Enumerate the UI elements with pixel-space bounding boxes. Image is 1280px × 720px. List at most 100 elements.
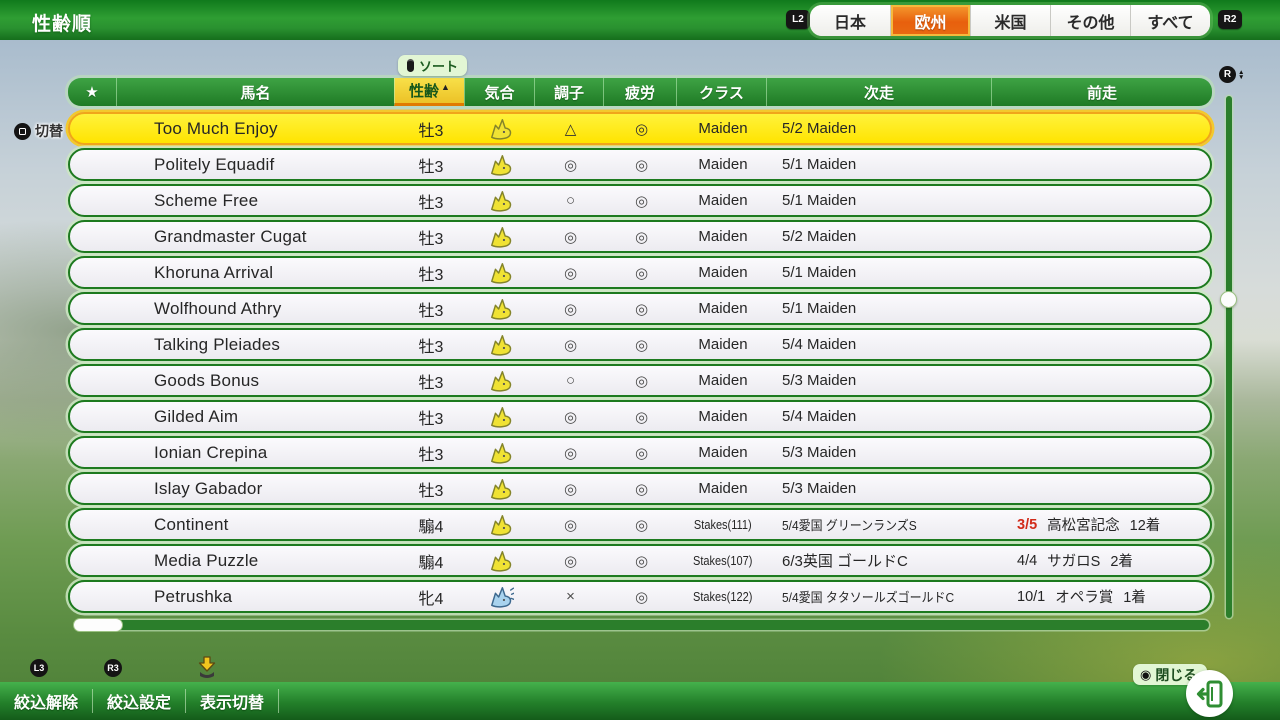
condition-mark: ◎ xyxy=(563,336,578,354)
tab-usa[interactable]: 米国 xyxy=(970,5,1050,36)
sex-age: 牡3 xyxy=(418,230,444,248)
fatigue-mark: ◎ xyxy=(634,156,649,174)
table-row[interactable]: Continent 騸4 ◎ ◎ Stakes(111) 5/4愛国 グリーンラ… xyxy=(68,508,1212,541)
header-horse-name[interactable]: 馬名 xyxy=(116,78,394,106)
header-favorite[interactable]: ★ xyxy=(85,84,99,101)
table-row[interactable]: Petrushka 牝4 × ◎ Stakes(122) 5/4愛国 タタソール… xyxy=(68,580,1212,613)
horse-name: Scheme Free xyxy=(154,190,259,210)
favorite-cell[interactable] xyxy=(70,330,118,359)
tab-japan[interactable]: 日本 xyxy=(810,5,890,36)
header-class[interactable]: クラス xyxy=(676,78,766,106)
b-button-icon: ◉ xyxy=(1140,666,1152,682)
table-row[interactable]: Politely Equadif 牡3 ◎ ◎ Maiden 5/1 Maide… xyxy=(68,148,1212,181)
condition-mark: ◎ xyxy=(563,444,578,462)
fatigue-mark: ◎ xyxy=(634,588,649,606)
vertical-scrollbar-handle[interactable] xyxy=(1220,291,1237,308)
spirit-cell xyxy=(466,510,536,539)
prev-race-cell xyxy=(993,366,1210,395)
vertical-scrollbar[interactable] xyxy=(1220,96,1237,618)
spirit-cell xyxy=(466,258,536,287)
class-cell: Stakes(107) xyxy=(693,553,753,568)
favorite-cell[interactable] xyxy=(70,222,118,251)
next-race-cell: 5/2 Maiden xyxy=(782,228,857,245)
display-toggle-button[interactable]: 表示切替 xyxy=(186,689,280,713)
table-row[interactable]: Media Puzzle 騸4 ◎ ◎ Stakes(107) 6/3英国 ゴー… xyxy=(68,544,1212,577)
favorite-cell[interactable] xyxy=(70,150,118,179)
tab-europe[interactable]: 欧州 xyxy=(890,5,970,36)
favorite-cell[interactable] xyxy=(70,438,118,467)
favorite-cell[interactable] xyxy=(70,114,118,143)
table-row[interactable]: Islay Gabador 牡3 ◎ ◎ Maiden 5/3 Maiden xyxy=(68,472,1212,505)
table-header-row: ★ 馬名 性齢 ▲ 気合 調子 疲労 クラス 次走 前走 ソート xyxy=(68,55,1212,106)
filter-clear-button[interactable]: 絞込解除 xyxy=(0,689,94,713)
table-row[interactable]: Scheme Free 牡3 ○ ◎ Maiden 5/1 Maiden xyxy=(68,184,1212,217)
fatigue-mark: ◎ xyxy=(634,408,649,426)
prev-race-cell xyxy=(993,402,1210,431)
table-row[interactable]: Grandmaster Cugat 牡3 ◎ ◎ Maiden 5/2 Maid… xyxy=(68,220,1212,253)
condition-mark: ◎ xyxy=(563,552,578,570)
condition-mark: ○ xyxy=(565,192,576,209)
table-row[interactable]: Ionian Crepina 牡3 ◎ ◎ Maiden 5/3 Maiden xyxy=(68,436,1212,469)
r3-button-icon: R3 xyxy=(104,659,122,677)
class-cell: Maiden xyxy=(698,228,748,245)
close-hint: ◉ 閉じる xyxy=(1133,664,1208,685)
favorite-cell[interactable] xyxy=(70,582,118,611)
header-condition[interactable]: 調子 xyxy=(534,78,603,106)
sex-age: 牡3 xyxy=(418,338,444,356)
sex-age: 牡3 xyxy=(418,122,444,140)
favorite-cell[interactable] xyxy=(70,474,118,503)
prev-race-date: 3/5 xyxy=(1017,516,1038,533)
bottom-bar: L3 R3 絞込解除 絞込設定 表示切替 xyxy=(0,656,1280,720)
next-race-cell: 5/4愛国 タタソールズゴールドC xyxy=(782,590,955,605)
condition-mark: ○ xyxy=(565,372,576,389)
fatigue-mark: ◎ xyxy=(634,264,649,282)
horizontal-scrollbar[interactable] xyxy=(73,618,1209,632)
filter-settings-button[interactable]: 絞込設定 xyxy=(93,689,187,713)
header-sex-age-label: 性齢 xyxy=(409,83,440,100)
table-row[interactable]: Goods Bonus 牡3 ○ ◎ Maiden 5/3 Maiden xyxy=(68,364,1212,397)
spirit-horse-icon xyxy=(491,226,512,248)
favorite-cell[interactable] xyxy=(70,258,118,287)
prev-race-cell: 10/1 オペラ賞 1着 xyxy=(993,582,1210,611)
prev-race-cell xyxy=(993,330,1210,359)
class-cell: Stakes(122) xyxy=(693,589,753,604)
favorite-cell[interactable] xyxy=(70,546,118,575)
r2-button-icon[interactable]: R2 xyxy=(1218,10,1242,29)
table-row[interactable]: Gilded Aim 牡3 ◎ ◎ Maiden 5/4 Maiden xyxy=(68,400,1212,433)
table-row[interactable]: Wolfhound Athry 牡3 ◎ ◎ Maiden 5/1 Maiden xyxy=(68,292,1212,325)
fatigue-mark: ◎ xyxy=(634,192,649,210)
favorite-cell[interactable] xyxy=(70,402,118,431)
spirit-horse-icon xyxy=(491,370,512,392)
favorite-cell[interactable] xyxy=(70,186,118,215)
header-fatigue[interactable]: 疲労 xyxy=(603,78,676,106)
tab-all[interactable]: すべて xyxy=(1130,5,1210,36)
table-row[interactable]: Too Much Enjoy 牡3 △ ◎ Maiden 5/2 Maiden … xyxy=(14,112,1212,145)
class-cell: Maiden xyxy=(698,264,748,281)
prev-race-cell xyxy=(993,150,1210,179)
table-row[interactable]: Khoruna Arrival 牡3 ◎ ◎ Maiden 5/1 Maiden xyxy=(68,256,1212,289)
next-race-cell: 6/3英国 ゴールドC xyxy=(782,553,908,570)
sex-age: 騸4 xyxy=(418,554,444,572)
favorite-cell[interactable] xyxy=(70,366,118,395)
header-next-race[interactable]: 次走 xyxy=(766,78,991,106)
tab-other[interactable]: その他 xyxy=(1050,5,1130,36)
horse-name: Too Much Enjoy xyxy=(154,118,278,138)
table-row[interactable]: Talking Pleiades 牡3 ◎ ◎ Maiden 5/4 Maide… xyxy=(68,328,1212,361)
condition-mark: × xyxy=(566,588,575,605)
favorite-cell[interactable] xyxy=(70,510,118,539)
favorite-cell[interactable] xyxy=(70,294,118,323)
prev-race-result: 1着 xyxy=(1123,590,1146,606)
spirit-horse-icon xyxy=(491,334,512,356)
close-button[interactable] xyxy=(1186,670,1233,717)
square-button-icon xyxy=(14,122,31,140)
spirit-horse-icon xyxy=(491,550,512,572)
l2-button-icon[interactable]: L2 xyxy=(786,10,810,29)
header-sex-age[interactable]: 性齢 ▲ xyxy=(394,78,464,106)
spirit-horse-icon xyxy=(491,154,512,176)
header-prev-race[interactable]: 前走 xyxy=(991,78,1212,106)
header-spirit[interactable]: 気合 xyxy=(464,78,534,106)
horizontal-scrollbar-handle[interactable] xyxy=(73,618,123,632)
fatigue-mark: ◎ xyxy=(634,372,649,390)
spirit-horse-icon xyxy=(491,442,512,464)
fatigue-mark: ◎ xyxy=(634,552,649,570)
